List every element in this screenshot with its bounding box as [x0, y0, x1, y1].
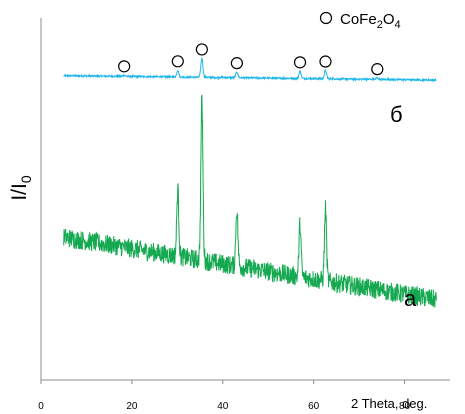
x-tick-label: 40	[217, 401, 229, 412]
peak-marker	[195, 43, 208, 56]
series-line-b	[63, 56, 437, 83]
legend: CoFe2O4	[319, 11, 401, 31]
y-axis-label: I/I0	[8, 175, 34, 201]
peak-marker	[371, 63, 384, 76]
x-axis-label: 2 Theta, deg.	[351, 396, 427, 411]
x-tick-layer: 0 20 40 60 80	[38, 380, 411, 412]
series-label-b: б	[390, 102, 403, 127]
y-axis-label-main: I/I	[8, 183, 31, 201]
peak-marker	[171, 55, 184, 68]
x-tick-label: 20	[126, 401, 138, 412]
peak-marker	[319, 55, 332, 68]
x-tick-label: 0	[38, 401, 44, 412]
peak-marker	[293, 56, 307, 69]
peak-marker	[118, 60, 131, 73]
series-label-a: а	[404, 286, 417, 311]
peak-marker-layer	[118, 43, 384, 76]
x-tick-label: 60	[308, 401, 320, 412]
legend-label: CoFe2O4	[340, 11, 401, 31]
y-axis-label-subscript: 0	[18, 175, 34, 183]
peak-marker	[230, 57, 243, 70]
series-layer	[63, 56, 437, 308]
legend-marker-circle	[319, 11, 333, 25]
x-tick-label: 80	[399, 401, 411, 412]
series-line-a	[63, 94, 437, 308]
